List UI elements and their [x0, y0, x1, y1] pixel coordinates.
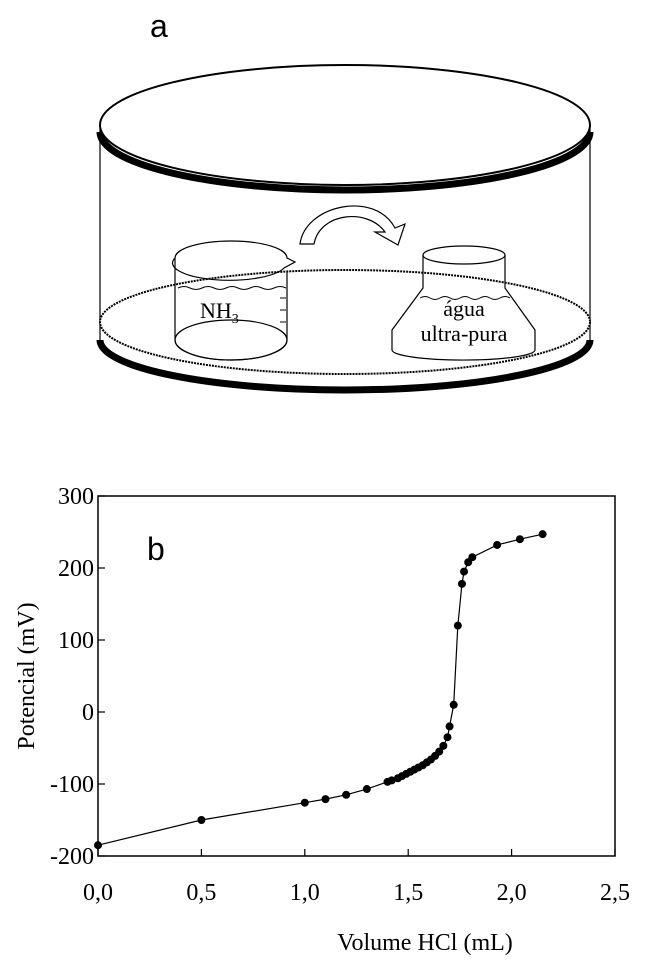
data-point: [445, 722, 454, 731]
base-rim: [96, 339, 594, 394]
flask-label: água: [443, 296, 485, 321]
data-point: [300, 798, 309, 807]
scale-marks: [280, 297, 286, 323]
liquid-surface: [419, 296, 511, 300]
y-tick-label: 100: [58, 628, 94, 654]
data-point: [362, 785, 371, 794]
data-point: [493, 540, 502, 549]
beaker-bottom: [174, 319, 288, 361]
label-subscript: 3: [232, 312, 239, 327]
label-text: NH: [200, 298, 232, 323]
data-point: [453, 621, 462, 630]
lid: [99, 64, 591, 186]
data-point: [457, 579, 466, 588]
data-point: [342, 790, 351, 799]
flask-neck-top: [422, 245, 506, 265]
diagram: a NH3 água ultra-pura: [96, 8, 594, 394]
x-tick-label: 0,5: [186, 880, 216, 906]
flask: [391, 255, 536, 361]
x-tick-label: 1,0: [290, 880, 320, 906]
data-point: [460, 567, 469, 576]
y-tick-label: 0: [82, 700, 94, 726]
panel-label: a: [150, 8, 168, 44]
data-point: [321, 795, 330, 804]
panel-label: b: [147, 531, 165, 567]
transfer-arrow: [299, 205, 406, 246]
y-tick-label: -100: [50, 772, 94, 798]
data-point: [94, 841, 102, 850]
x-tick-label: 1,5: [393, 880, 423, 906]
base-plate: [99, 269, 591, 375]
data-point: [439, 741, 448, 750]
chart: b Volume HCl (mL) Potencial (mV) -200 -10…: [14, 484, 630, 956]
data-point: [435, 747, 444, 756]
data-point: [468, 553, 477, 562]
data-point: [515, 535, 524, 544]
data-point: [538, 530, 547, 539]
y-tick-label: -200: [50, 844, 94, 870]
data-point: [449, 700, 458, 709]
beaker-top: [171, 240, 297, 281]
x-tick-label: 2,5: [600, 880, 630, 906]
x-axis-label: Volume HCl (mL): [337, 930, 513, 956]
y-axis-label: Potencial (mV): [14, 602, 40, 749]
plot-frame: [97, 495, 616, 857]
data-point: [197, 816, 206, 824]
x-tick-label: 2,0: [497, 880, 527, 906]
y-tick-label: 200: [58, 556, 94, 582]
liquid-surface: [177, 286, 287, 290]
x-tick-label: 0,0: [83, 880, 113, 906]
data-point: [387, 776, 396, 785]
flask-label: ultra-pura: [421, 321, 508, 346]
beaker-label: NH3: [200, 298, 239, 327]
data-line: [97, 533, 543, 846]
y-tick-label: 300: [58, 484, 94, 510]
lid-rim: [96, 131, 594, 194]
data-point: [443, 733, 452, 742]
